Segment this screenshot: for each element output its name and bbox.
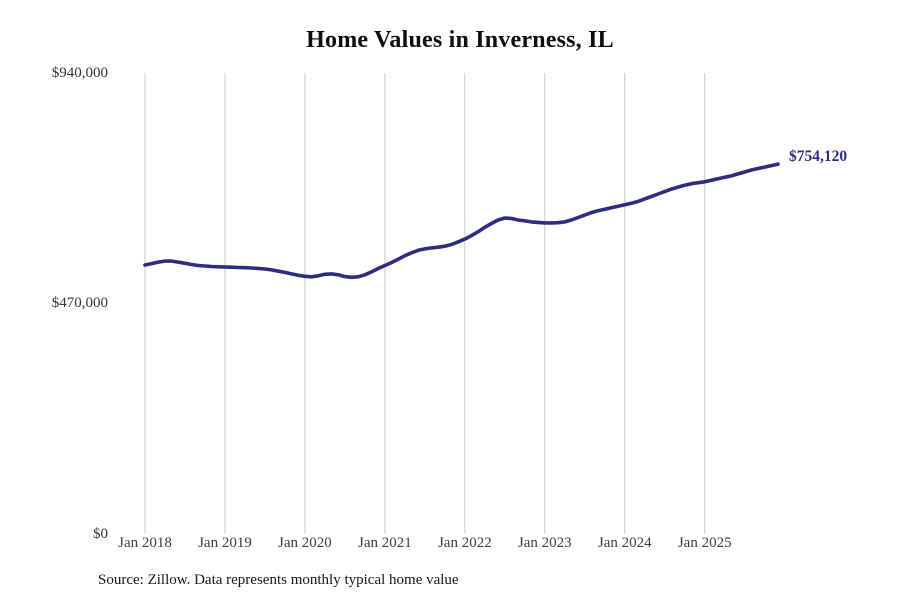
x-axis-tick-label: Jan 2021: [357, 535, 412, 551]
y-axis-tick-label: $470,000: [51, 295, 108, 312]
chart-title: Home Values in Inverness, IL: [306, 27, 614, 53]
x-axis-tick-label: Jan 2024: [597, 535, 652, 551]
x-axis-tick-label: Jan 2023: [517, 535, 572, 551]
source-note: Source: Zillow. Data represents monthly …: [98, 572, 459, 588]
latest-value-label: $754,120: [789, 148, 848, 165]
x-axis-tick-label: Jan 2022: [437, 535, 492, 551]
x-axis-tick-label: Jan 2019: [198, 535, 252, 551]
x-axis-tick-label: Jan 2018: [118, 535, 172, 551]
y-axis-tick-label: $0: [93, 525, 108, 542]
gridlines: [144, 73, 706, 534]
x-axis-tick-label: Jan 2020: [278, 535, 332, 551]
value-line: [143, 162, 780, 280]
y-axis-tick-label: $940,000: [51, 65, 108, 81]
x-axis-tick-label: Jan 2025: [677, 535, 732, 551]
